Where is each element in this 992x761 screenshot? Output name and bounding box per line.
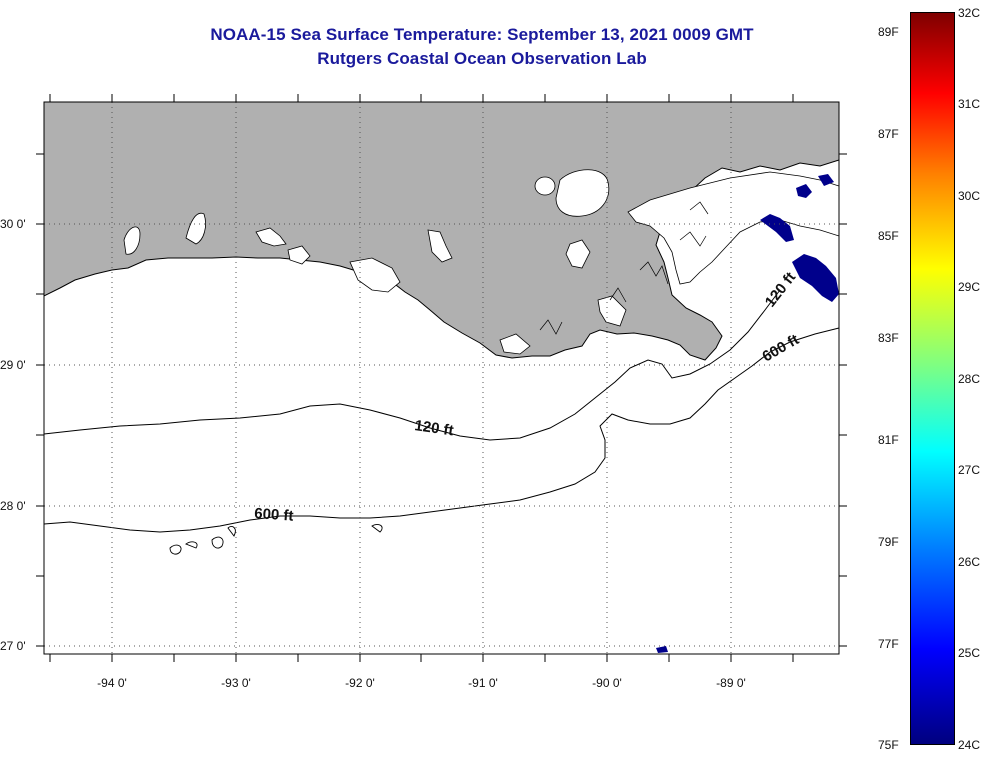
lon-label-89: -89 0' xyxy=(716,676,746,690)
lat-label-28: 28 0' xyxy=(0,499,26,513)
white-lake xyxy=(255,227,287,247)
colorbar-label-27c: 27C xyxy=(958,463,981,477)
cold-water-patch-north xyxy=(796,174,834,198)
barataria-bay xyxy=(597,295,627,327)
colorbar-label-25c: 25C xyxy=(958,646,981,660)
colorbar-label-28c: 28C xyxy=(958,372,981,386)
colorbar-label-29c: 29C xyxy=(958,280,981,294)
contour-120ft-west xyxy=(43,289,781,441)
graticule xyxy=(44,102,839,654)
marsh-fragments xyxy=(539,201,709,335)
lon-label-92: -92 0' xyxy=(345,676,375,690)
axis-ticks xyxy=(36,94,847,662)
colorbar-label-81f: 81F xyxy=(878,433,899,447)
map-subtitle: Rutgers Coastal Ocean Observation Lab xyxy=(317,49,647,68)
calcasieu-lake xyxy=(123,226,141,255)
lake-cataouatche xyxy=(565,239,591,269)
colorbar-label-32c: 32C xyxy=(958,6,981,20)
colorbar-label-89f: 89F xyxy=(878,25,899,39)
lake-maurepas xyxy=(534,176,556,196)
lat-label-27: 27 0' xyxy=(0,639,26,653)
colorbar-label-79f: 79F xyxy=(878,535,899,549)
cold-water-patch-mississippi xyxy=(760,214,794,242)
lon-label-94: -94 0' xyxy=(97,676,127,690)
terrebonne-bay xyxy=(499,333,531,355)
colorbar-label-85f: 85F xyxy=(878,229,899,243)
lake-salvador xyxy=(427,229,453,263)
contour-600ft-islands xyxy=(169,523,383,555)
colorbar-label-24c: 24C xyxy=(958,738,981,752)
map-frame xyxy=(43,101,840,655)
atchafalaya-bay xyxy=(349,257,401,293)
cold-water-patch-south xyxy=(656,646,668,653)
cold-water-patch-chandeleur xyxy=(792,254,839,302)
colorbar-label-30c: 30C xyxy=(958,189,981,203)
temperature-colorbar xyxy=(910,12,955,745)
mississippi-sound xyxy=(627,171,840,285)
lon-label-90: -90 0' xyxy=(592,676,622,690)
colorbar-label-26c: 26C xyxy=(958,555,981,569)
colorbar-label-75f: 75F xyxy=(878,738,899,752)
colorbar-label-31c: 31C xyxy=(958,97,981,111)
colorbar-label-83f: 83F xyxy=(878,331,899,345)
lat-label-30: 30 0' xyxy=(0,217,26,231)
lon-label-93: -93 0' xyxy=(221,676,251,690)
lon-label-91: -91 0' xyxy=(468,676,498,690)
lake-pontchartrain xyxy=(555,169,610,217)
contour-label-120ft-west: 120 ft xyxy=(413,417,454,439)
vermilion-bay xyxy=(287,245,311,265)
contour-label-600ft-west: 600 ft xyxy=(254,505,294,525)
colorbar-label-87f: 87F xyxy=(878,127,899,141)
grand-lake xyxy=(185,212,206,245)
lat-label-29: 29 0' xyxy=(0,358,26,372)
colorbar-label-77f: 77F xyxy=(878,637,899,651)
map-title: NOAA-15 Sea Surface Temperature: Septemb… xyxy=(210,25,754,44)
contour-600ft-west xyxy=(43,327,840,533)
